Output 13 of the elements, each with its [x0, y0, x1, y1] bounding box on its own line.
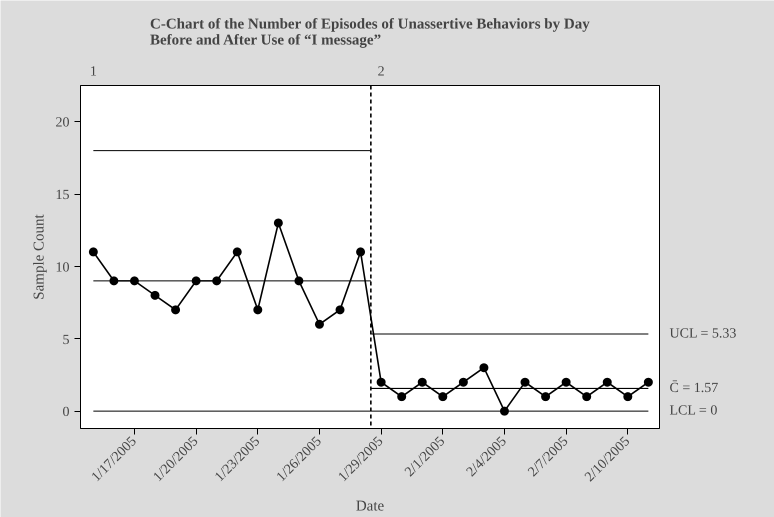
series-label: LCL = 0 — [670, 404, 718, 419]
text: 2 — [378, 64, 385, 80]
series-label: UCL = 5.33 — [670, 326, 736, 342]
x-axis-title: Date — [356, 498, 384, 514]
y-tick-label: 20 — [56, 116, 70, 131]
chart-title: C-Chart of the Number of Episodes of Unassertive Behaviors by Day Before and After Use of “I message” — [150, 16, 590, 48]
y-tick-label: 5 — [62, 332, 70, 348]
y-tick-label: 0 — [62, 405, 70, 420]
series-label: C̄ = 1.57 — [670, 380, 718, 396]
y-tick-label: 15 — [56, 188, 70, 204]
y-axis-title: Sample Count — [32, 213, 48, 300]
text: 1 — [90, 64, 97, 80]
y-tick-label: 10 — [56, 260, 70, 276]
